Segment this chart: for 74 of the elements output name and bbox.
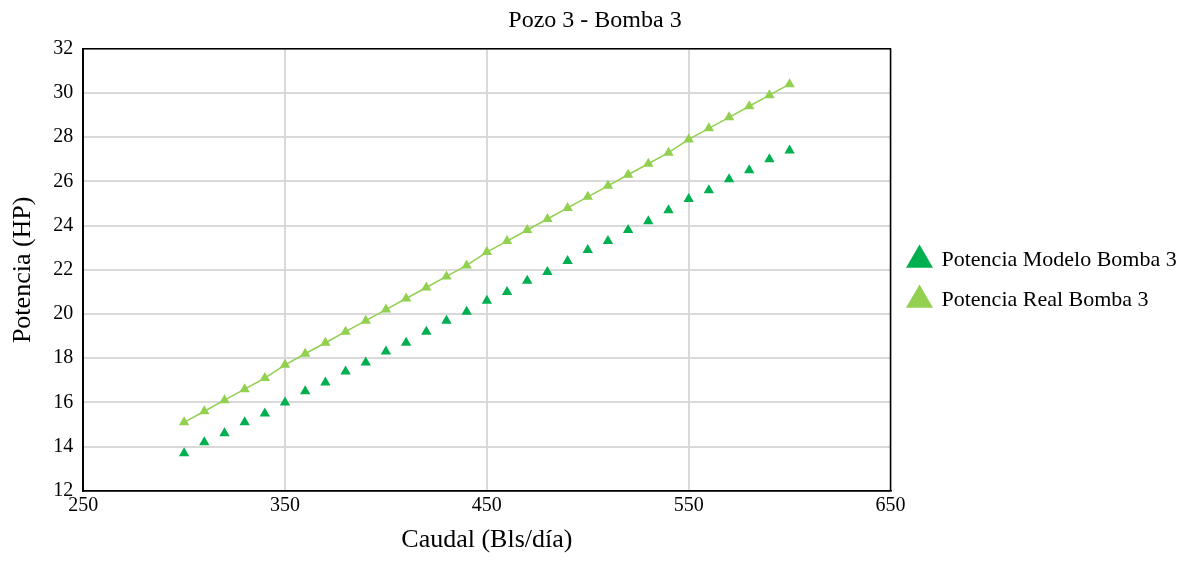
point (320, 336, 331, 346)
point (562, 201, 573, 211)
point (562, 254, 573, 264)
point (663, 146, 674, 156)
point (481, 246, 493, 256)
point (602, 235, 614, 245)
point (461, 305, 472, 315)
point (784, 78, 795, 88)
point (360, 314, 371, 324)
point (501, 235, 513, 245)
y-tick-label: 20 (53, 301, 74, 324)
point (602, 179, 614, 189)
point (219, 394, 230, 404)
y-tick-label: 26 (53, 168, 74, 191)
point (643, 215, 654, 225)
point (522, 274, 533, 284)
point (199, 405, 210, 415)
point (542, 212, 553, 222)
y-tick-label: 24 (53, 212, 74, 235)
x-tick-label: 350 (270, 493, 301, 516)
point (400, 292, 412, 302)
point (643, 157, 654, 167)
legend-label: Potencia Modelo Bomba 3 (941, 245, 1177, 271)
point (582, 190, 593, 200)
legend-label: Potencia Real Bomba 3 (941, 285, 1149, 311)
chart-title: Pozo 3 - Bomba 3 (508, 5, 682, 32)
point (178, 416, 190, 426)
point (764, 89, 775, 99)
point (178, 447, 190, 457)
point (360, 356, 371, 366)
point (300, 347, 311, 357)
point (703, 184, 715, 194)
point (340, 325, 351, 335)
point (744, 100, 755, 110)
point (622, 168, 634, 178)
point (542, 266, 553, 276)
point (300, 385, 311, 395)
y-tick-label: 22 (53, 257, 74, 280)
point (239, 383, 250, 393)
y-tick-label: 18 (53, 345, 74, 368)
point (663, 204, 674, 214)
point (279, 358, 291, 368)
y-axis-title: Potencia (HP) (7, 196, 37, 344)
point (441, 270, 452, 280)
point (400, 336, 412, 346)
y-tick-label: 16 (53, 389, 74, 412)
y-tick-label: 14 (53, 433, 74, 456)
y-tick-label: 30 (53, 80, 74, 103)
point (380, 345, 392, 355)
point (522, 224, 533, 234)
point (199, 436, 210, 446)
point (279, 396, 291, 406)
y-tick-label: 32 (53, 36, 74, 59)
x-tick-label: 450 (471, 493, 502, 516)
point (421, 325, 432, 335)
point (764, 153, 775, 163)
point (703, 122, 715, 132)
point (320, 376, 331, 386)
x-tick-label: 650 (875, 493, 906, 516)
x-tick-label: 550 (673, 493, 704, 516)
point (582, 243, 593, 253)
point (219, 427, 230, 437)
point (380, 303, 392, 313)
point (501, 285, 513, 295)
point (723, 173, 735, 183)
point (683, 193, 694, 203)
point (481, 294, 493, 304)
point (239, 416, 250, 426)
point (441, 314, 452, 324)
y-tick-label: 28 (53, 124, 74, 147)
point (723, 111, 735, 121)
point (259, 372, 271, 382)
point (622, 224, 634, 234)
x-axis-title: Caudal (Bls/día) (401, 524, 573, 554)
